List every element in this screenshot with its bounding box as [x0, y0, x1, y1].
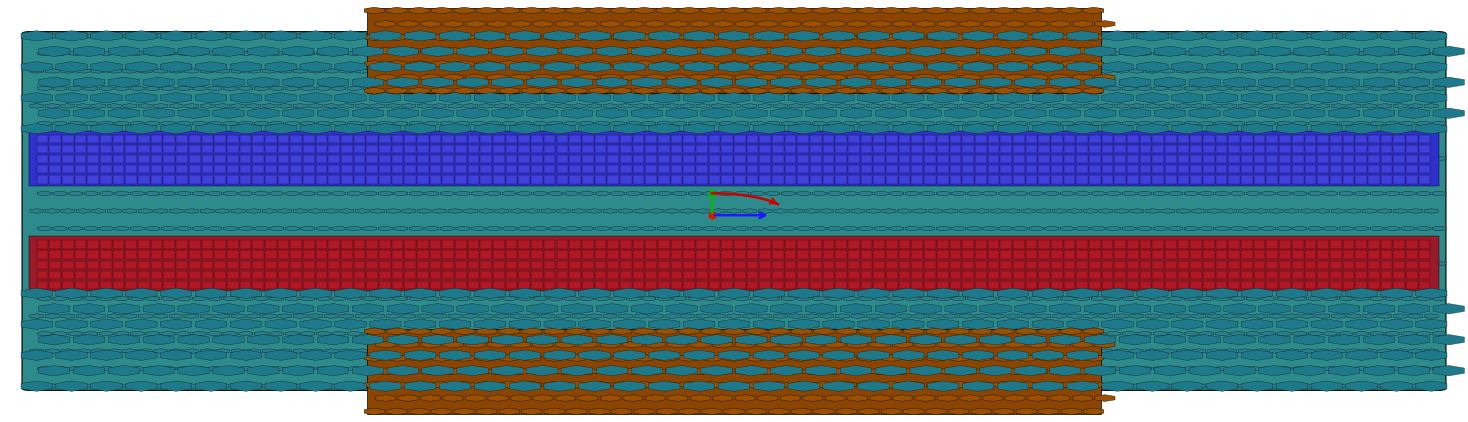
Bar: [367, 8, 1101, 93]
Bar: [29, 236, 1439, 291]
FancyBboxPatch shape: [22, 32, 1446, 390]
Bar: [367, 329, 1101, 414]
Bar: [29, 131, 1439, 186]
